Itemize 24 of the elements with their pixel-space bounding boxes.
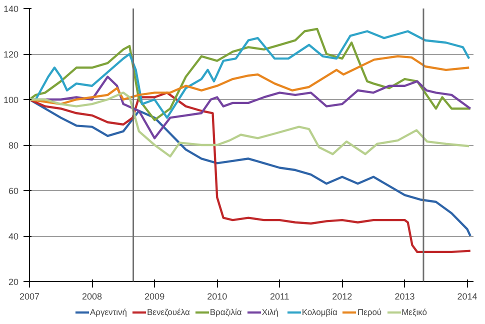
y-tick-label: 140 (3, 4, 19, 14)
legend-label: Χιλή (262, 307, 280, 317)
legend-label: Βενεζουέλα (147, 307, 190, 317)
y-tick-label: 120 (3, 50, 19, 60)
x-tick-label: 2013 (394, 292, 415, 302)
y-tick-label: 40 (8, 232, 19, 242)
x-tick-label: 2007 (19, 292, 40, 302)
y-tick-label: 100 (3, 95, 19, 105)
x-tick-label: 2012 (332, 292, 352, 302)
legend-label: Αργεντινή (90, 307, 127, 317)
x-tick-label: 2010 (207, 292, 228, 302)
y-tick-label: 80 (8, 140, 19, 150)
x-tick-label: 2014 (457, 292, 478, 302)
x-tick-label: 2011 (270, 292, 290, 302)
x-tick-label: 2008 (82, 292, 102, 302)
legend-label: Κολομβία (302, 307, 338, 317)
line-series (30, 92, 470, 158)
y-tick-label: 60 (8, 186, 19, 196)
x-tick-label: 2009 (144, 292, 165, 302)
y-tick-label: 20 (8, 277, 19, 287)
legend-label: Περού (357, 307, 382, 317)
legend-label: Βραζιλία (210, 307, 242, 317)
line-series (30, 55, 470, 106)
legend-label: Μεξικό (402, 307, 428, 317)
